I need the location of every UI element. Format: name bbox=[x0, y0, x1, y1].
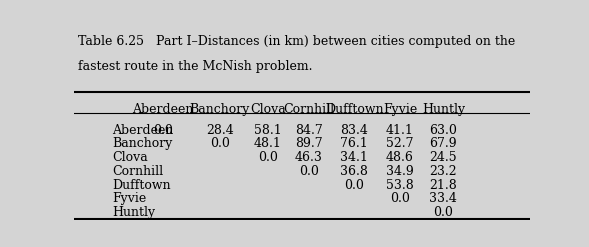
Text: 41.1: 41.1 bbox=[386, 124, 414, 137]
Text: Aberdeen: Aberdeen bbox=[132, 103, 193, 116]
Text: Banchory: Banchory bbox=[112, 138, 173, 150]
Text: Aberdeen: Aberdeen bbox=[112, 124, 174, 137]
Text: 0.0: 0.0 bbox=[299, 165, 319, 178]
Text: 0.0: 0.0 bbox=[390, 192, 410, 205]
Text: 28.4: 28.4 bbox=[206, 124, 234, 137]
Text: 52.7: 52.7 bbox=[386, 138, 413, 150]
Text: 34.1: 34.1 bbox=[340, 151, 368, 164]
Text: Dufftown: Dufftown bbox=[112, 179, 171, 192]
Text: Table 6.25   Part I–Distances (in km) between cities computed on the: Table 6.25 Part I–Distances (in km) betw… bbox=[78, 35, 515, 48]
Text: 63.0: 63.0 bbox=[429, 124, 457, 137]
Text: fastest route in the McNish problem.: fastest route in the McNish problem. bbox=[78, 60, 313, 73]
Text: 0.0: 0.0 bbox=[258, 151, 277, 164]
Text: 33.4: 33.4 bbox=[429, 192, 457, 205]
Text: Dufftown: Dufftown bbox=[325, 103, 383, 116]
Text: 0.0: 0.0 bbox=[210, 138, 230, 150]
Text: 0.0: 0.0 bbox=[434, 206, 454, 219]
Text: 48.6: 48.6 bbox=[386, 151, 414, 164]
Text: Fyvie: Fyvie bbox=[383, 103, 417, 116]
Text: 0.0: 0.0 bbox=[153, 124, 173, 137]
Text: Cornhill: Cornhill bbox=[283, 103, 335, 116]
Text: 21.8: 21.8 bbox=[429, 179, 457, 192]
Text: 36.8: 36.8 bbox=[340, 165, 368, 178]
Text: Clova: Clova bbox=[112, 151, 148, 164]
Text: 46.3: 46.3 bbox=[294, 151, 323, 164]
Text: Banchory: Banchory bbox=[190, 103, 250, 116]
Text: 83.4: 83.4 bbox=[340, 124, 368, 137]
Text: Huntly: Huntly bbox=[112, 206, 155, 219]
Text: 76.1: 76.1 bbox=[340, 138, 368, 150]
Text: Huntly: Huntly bbox=[422, 103, 465, 116]
Text: 23.2: 23.2 bbox=[429, 165, 457, 178]
Text: Clova: Clova bbox=[250, 103, 286, 116]
Text: 48.1: 48.1 bbox=[254, 138, 282, 150]
Text: 53.8: 53.8 bbox=[386, 179, 414, 192]
Text: Cornhill: Cornhill bbox=[112, 165, 164, 178]
Text: 67.9: 67.9 bbox=[429, 138, 457, 150]
Text: 58.1: 58.1 bbox=[254, 124, 282, 137]
Text: 24.5: 24.5 bbox=[429, 151, 457, 164]
Text: 34.9: 34.9 bbox=[386, 165, 414, 178]
Text: 84.7: 84.7 bbox=[295, 124, 323, 137]
Text: Fyvie: Fyvie bbox=[112, 192, 147, 205]
Text: 0.0: 0.0 bbox=[345, 179, 364, 192]
Text: 89.7: 89.7 bbox=[295, 138, 323, 150]
